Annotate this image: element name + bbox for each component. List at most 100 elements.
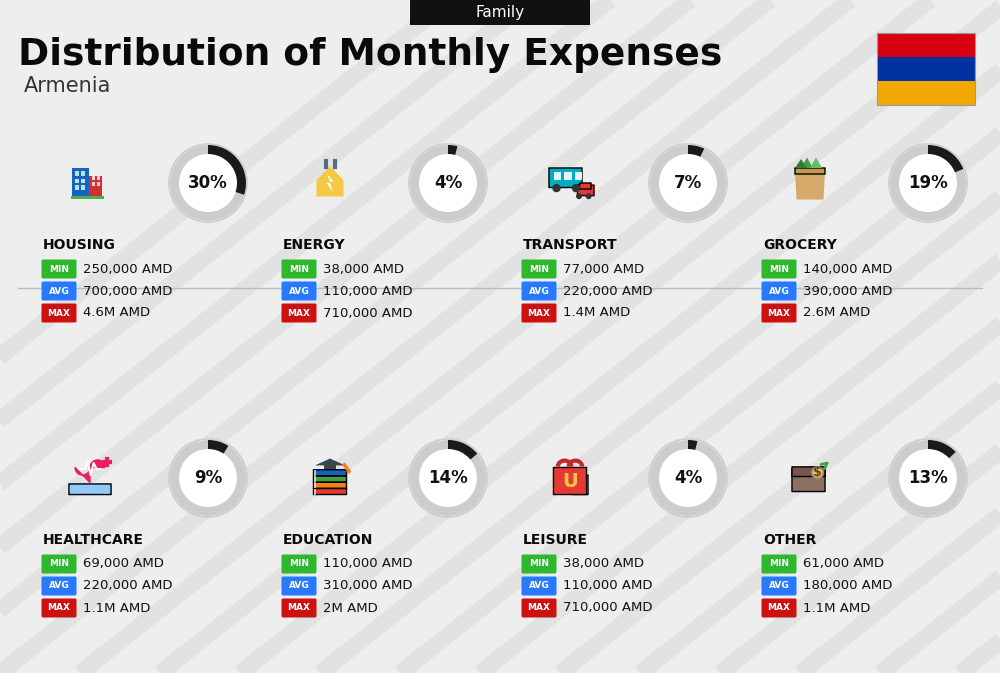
Bar bbox=[72, 168, 88, 198]
Bar bbox=[92, 176, 94, 180]
Text: GROCERY: GROCERY bbox=[763, 238, 837, 252]
Text: 110,000 AMD: 110,000 AMD bbox=[323, 557, 413, 571]
Text: HEALTHCARE: HEALTHCARE bbox=[43, 533, 144, 547]
Text: 180,000 AMD: 180,000 AMD bbox=[803, 579, 892, 592]
FancyBboxPatch shape bbox=[762, 260, 796, 279]
Bar bbox=[324, 464, 336, 469]
FancyBboxPatch shape bbox=[42, 304, 76, 322]
Bar bbox=[314, 470, 316, 476]
Polygon shape bbox=[75, 460, 105, 483]
FancyBboxPatch shape bbox=[313, 476, 347, 482]
Bar bbox=[564, 172, 572, 180]
Bar bbox=[574, 172, 582, 180]
FancyBboxPatch shape bbox=[762, 577, 796, 596]
Text: 7%: 7% bbox=[674, 174, 702, 192]
FancyBboxPatch shape bbox=[313, 470, 347, 476]
Text: MAX: MAX bbox=[768, 604, 790, 612]
Text: 110,000 AMD: 110,000 AMD bbox=[563, 579, 652, 592]
FancyBboxPatch shape bbox=[522, 577, 556, 596]
FancyBboxPatch shape bbox=[877, 33, 975, 57]
Bar bbox=[75, 172, 79, 176]
FancyBboxPatch shape bbox=[553, 468, 587, 495]
Text: 1.1M AMD: 1.1M AMD bbox=[803, 602, 870, 614]
Text: 61,000 AMD: 61,000 AMD bbox=[803, 557, 884, 571]
Polygon shape bbox=[315, 458, 345, 466]
FancyBboxPatch shape bbox=[42, 281, 76, 301]
Text: $: $ bbox=[813, 466, 822, 479]
Polygon shape bbox=[801, 157, 813, 168]
FancyBboxPatch shape bbox=[580, 183, 591, 189]
FancyBboxPatch shape bbox=[282, 555, 316, 573]
Polygon shape bbox=[795, 171, 825, 199]
Circle shape bbox=[409, 144, 487, 222]
Wedge shape bbox=[448, 145, 457, 155]
Text: MIN: MIN bbox=[529, 559, 549, 569]
FancyBboxPatch shape bbox=[792, 467, 825, 476]
Circle shape bbox=[649, 439, 727, 517]
FancyBboxPatch shape bbox=[522, 555, 556, 573]
FancyBboxPatch shape bbox=[573, 475, 588, 495]
Text: MAX: MAX bbox=[288, 604, 310, 612]
Circle shape bbox=[813, 468, 822, 477]
Text: 30%: 30% bbox=[188, 174, 228, 192]
Text: MAX: MAX bbox=[48, 604, 70, 612]
Text: AVG: AVG bbox=[289, 287, 309, 295]
Circle shape bbox=[572, 184, 580, 192]
Text: MAX: MAX bbox=[528, 308, 550, 318]
Wedge shape bbox=[448, 440, 477, 460]
Polygon shape bbox=[795, 159, 807, 168]
Text: U: U bbox=[562, 472, 578, 491]
Wedge shape bbox=[688, 440, 697, 450]
Circle shape bbox=[889, 144, 967, 222]
FancyBboxPatch shape bbox=[549, 168, 582, 188]
FancyBboxPatch shape bbox=[282, 304, 316, 322]
FancyBboxPatch shape bbox=[282, 281, 316, 301]
Text: Armenia: Armenia bbox=[24, 76, 111, 96]
FancyBboxPatch shape bbox=[313, 483, 347, 488]
FancyBboxPatch shape bbox=[42, 598, 76, 618]
FancyBboxPatch shape bbox=[792, 469, 825, 491]
FancyBboxPatch shape bbox=[69, 484, 111, 495]
Polygon shape bbox=[810, 157, 822, 168]
FancyBboxPatch shape bbox=[522, 260, 556, 279]
Bar bbox=[314, 489, 316, 495]
FancyBboxPatch shape bbox=[762, 598, 796, 618]
Text: Distribution of Monthly Expenses: Distribution of Monthly Expenses bbox=[18, 37, 722, 73]
Circle shape bbox=[889, 439, 967, 517]
Text: 140,000 AMD: 140,000 AMD bbox=[803, 262, 892, 275]
Wedge shape bbox=[170, 145, 246, 221]
Text: 77,000 AMD: 77,000 AMD bbox=[563, 262, 644, 275]
Bar bbox=[81, 179, 85, 183]
Text: AVG: AVG bbox=[49, 581, 69, 590]
Text: 710,000 AMD: 710,000 AMD bbox=[563, 602, 652, 614]
Circle shape bbox=[347, 469, 351, 474]
Wedge shape bbox=[650, 440, 726, 516]
Text: 69,000 AMD: 69,000 AMD bbox=[83, 557, 164, 571]
Text: 1.1M AMD: 1.1M AMD bbox=[83, 602, 150, 614]
Text: MIN: MIN bbox=[769, 559, 789, 569]
Wedge shape bbox=[650, 145, 726, 221]
Text: MIN: MIN bbox=[769, 264, 789, 273]
Text: 19%: 19% bbox=[908, 174, 948, 192]
Text: AVG: AVG bbox=[289, 581, 309, 590]
FancyBboxPatch shape bbox=[282, 577, 316, 596]
Bar bbox=[75, 179, 79, 183]
Wedge shape bbox=[928, 145, 963, 172]
Wedge shape bbox=[208, 440, 228, 454]
FancyBboxPatch shape bbox=[522, 281, 556, 301]
Bar bbox=[97, 182, 100, 186]
Circle shape bbox=[169, 439, 247, 517]
Circle shape bbox=[586, 193, 592, 199]
Text: 700,000 AMD: 700,000 AMD bbox=[83, 285, 172, 297]
Text: 13%: 13% bbox=[908, 469, 948, 487]
Text: MAX: MAX bbox=[528, 604, 550, 612]
Text: AVG: AVG bbox=[529, 581, 549, 590]
Bar bbox=[314, 476, 316, 482]
Text: Family: Family bbox=[475, 5, 525, 20]
Text: MIN: MIN bbox=[49, 559, 69, 569]
FancyBboxPatch shape bbox=[877, 81, 975, 105]
Bar bbox=[97, 176, 100, 180]
Wedge shape bbox=[890, 440, 966, 516]
FancyBboxPatch shape bbox=[313, 489, 347, 495]
Bar bbox=[314, 483, 316, 488]
